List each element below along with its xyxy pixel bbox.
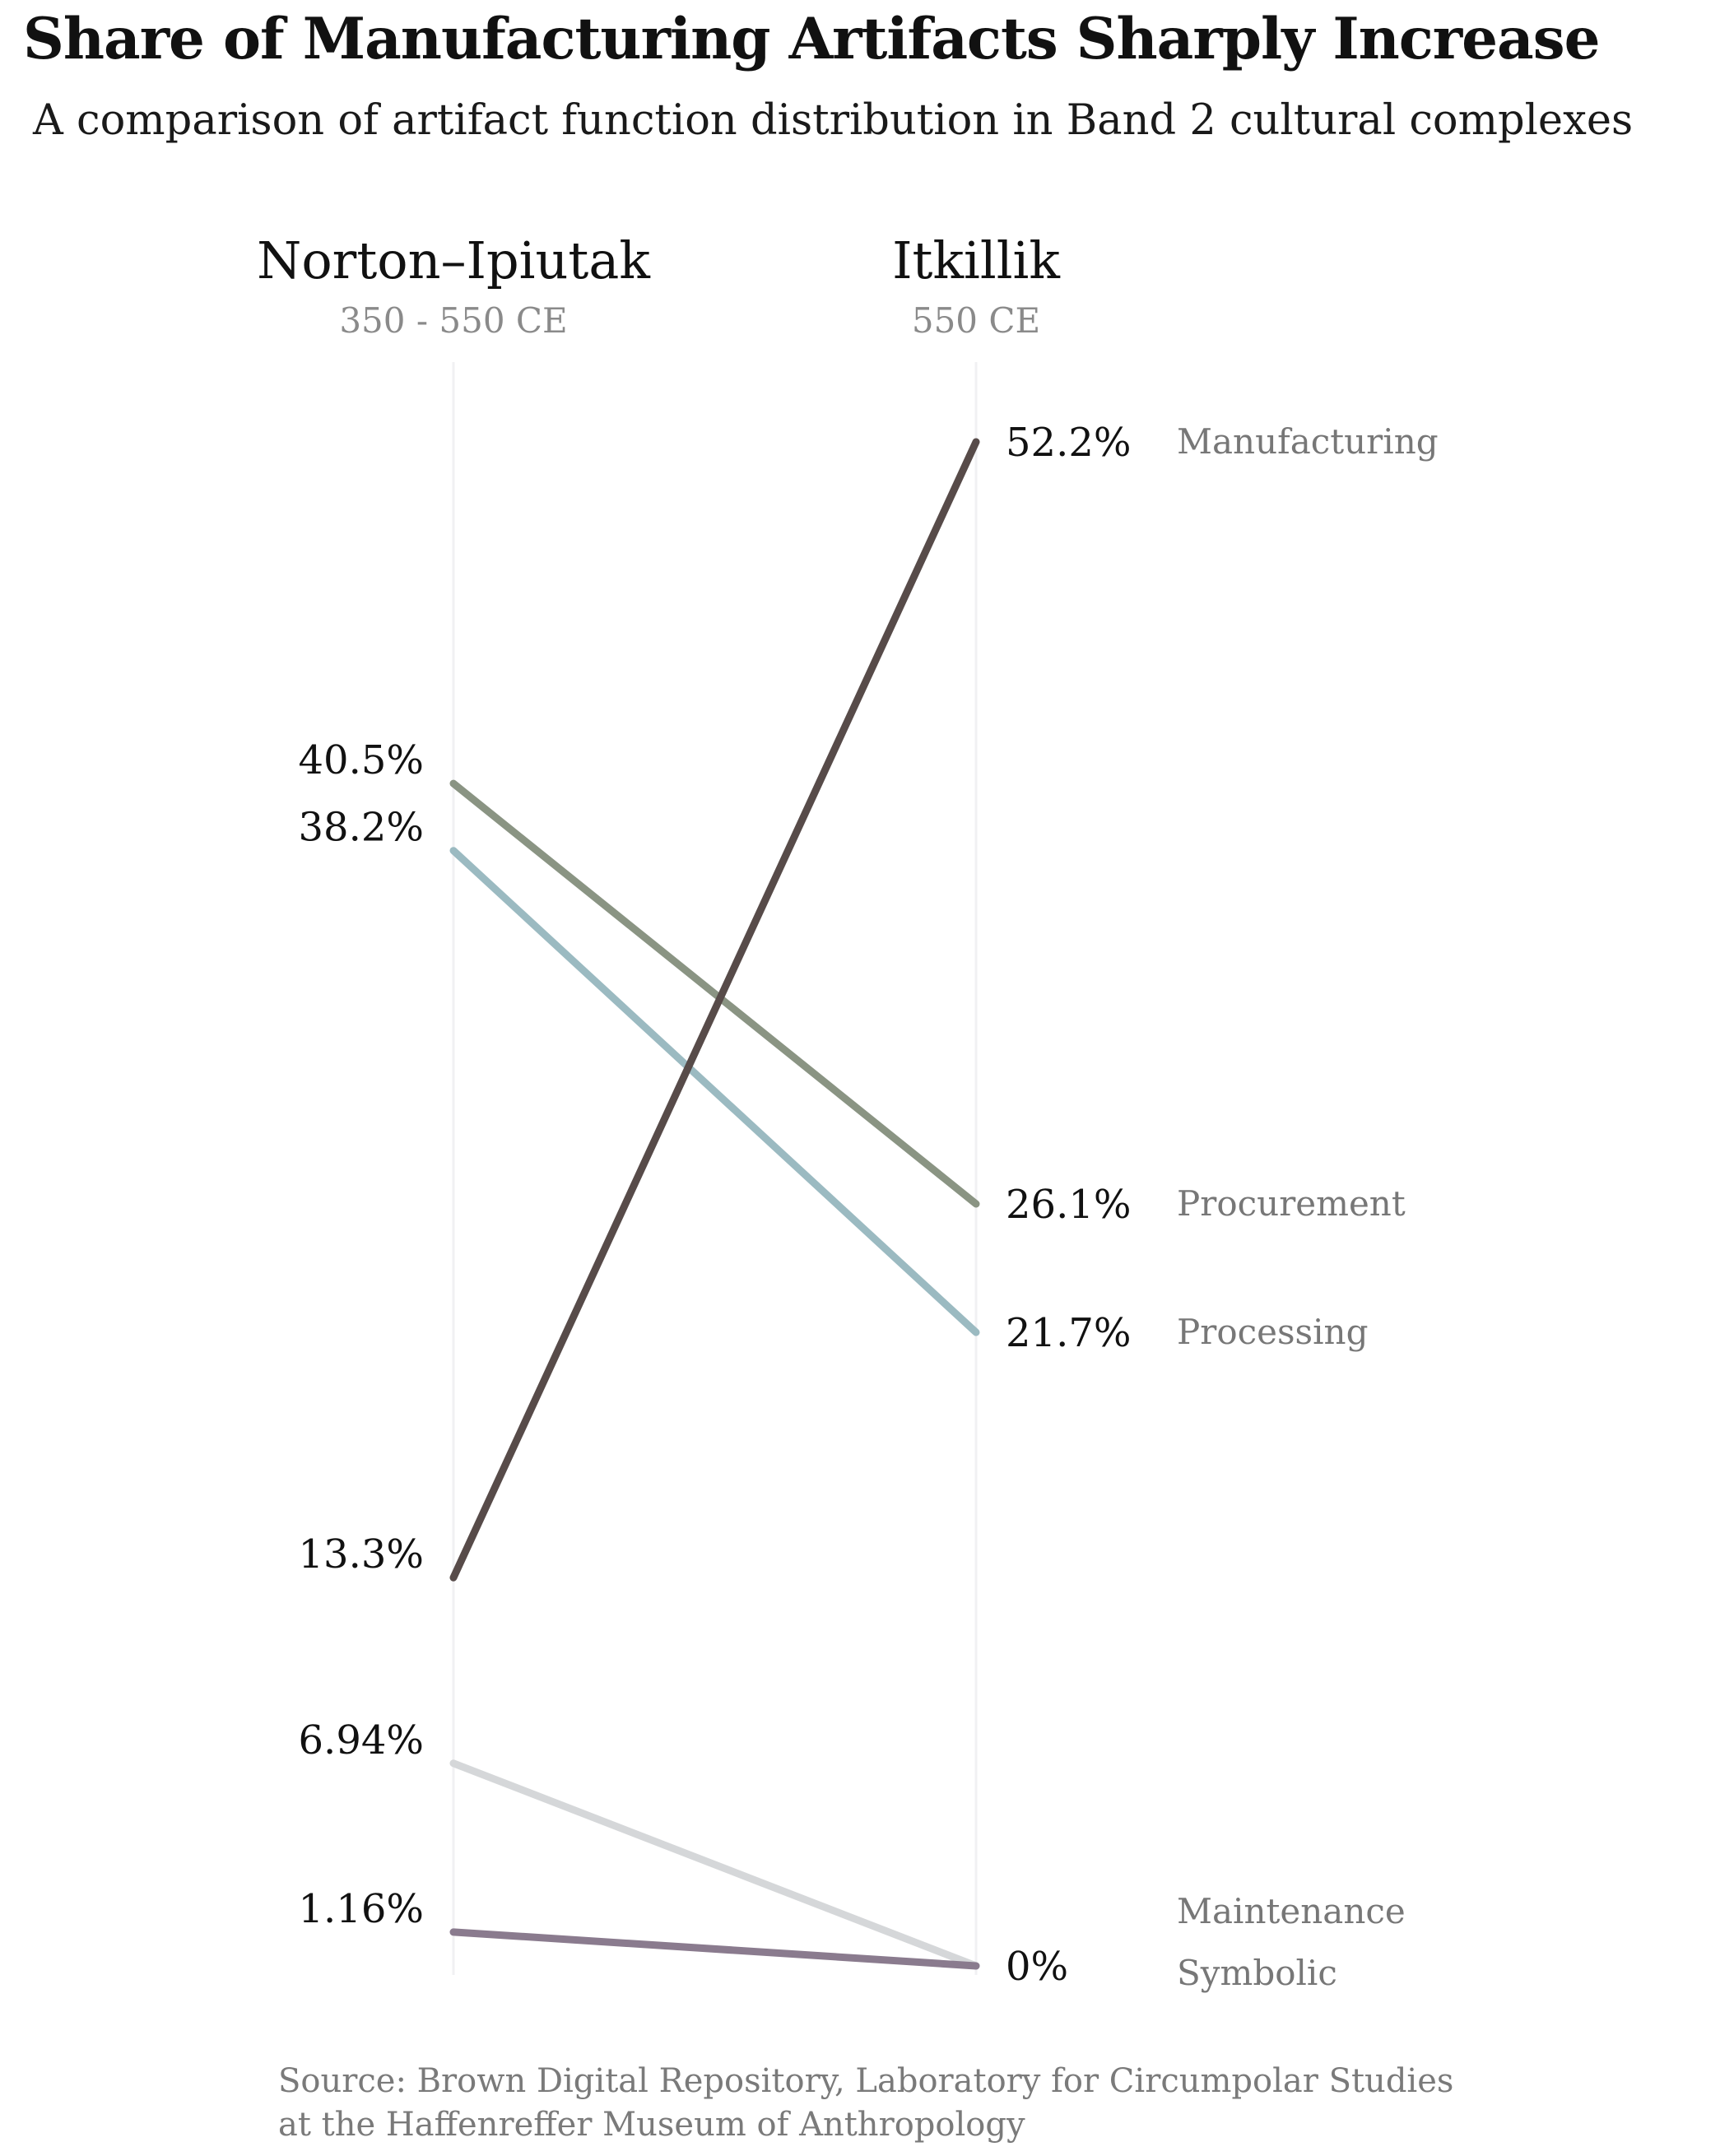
column-header-norton-ipiutak: Norton–Ipiutak: [257, 230, 650, 290]
source-note: Source: Brown Digital Repository, Labora…: [278, 2060, 1453, 2147]
chart-title: Share of Manufacturing Artifacts Sharply…: [23, 6, 1600, 72]
left-value-procurement: 40.5%: [299, 737, 424, 783]
series-name-symbolic: Symbolic: [1177, 1953, 1337, 1993]
source-line-2: at the Haffenreffer Museum of Anthropolo…: [278, 2106, 1025, 2144]
series-line-procurement: [449, 779, 980, 1208]
column-header-itkillik: Itkillik: [892, 230, 1060, 290]
left-value-maintenance: 6.94%: [299, 1717, 424, 1763]
series-name-procurement: Procurement: [1177, 1183, 1406, 1224]
left-value-processing: 38.2%: [299, 805, 424, 851]
series-line-symbolic: [449, 1928, 980, 1970]
left-value-manufacturing: 13.3%: [299, 1531, 424, 1578]
series-line-processing: [449, 847, 980, 1336]
column-period-norton-ipiutak: 350 - 550 CE: [339, 300, 567, 341]
series-name-maintenance: Maintenance: [1177, 1891, 1406, 1931]
series-line-maintenance: [449, 1759, 980, 1970]
right-value-manufacturing: 52.2%: [1006, 420, 1131, 466]
source-line-1: Source: Brown Digital Repository, Labora…: [278, 2062, 1454, 2100]
series-name-processing: Processing: [1177, 1312, 1368, 1352]
right-value-processing: 21.7%: [1006, 1310, 1131, 1356]
right-value-maintenance: 0%: [1006, 1944, 1068, 1990]
series-name-manufacturing: Manufacturing: [1177, 421, 1439, 462]
column-period-itkillik: 550 CE: [912, 300, 1040, 341]
right-value-procurement: 26.1%: [1006, 1182, 1131, 1228]
left-value-symbolic: 1.16%: [299, 1886, 424, 1932]
chart-subtitle: A comparison of artifact function distri…: [33, 96, 1634, 145]
series-line-manufacturing: [449, 438, 980, 1582]
